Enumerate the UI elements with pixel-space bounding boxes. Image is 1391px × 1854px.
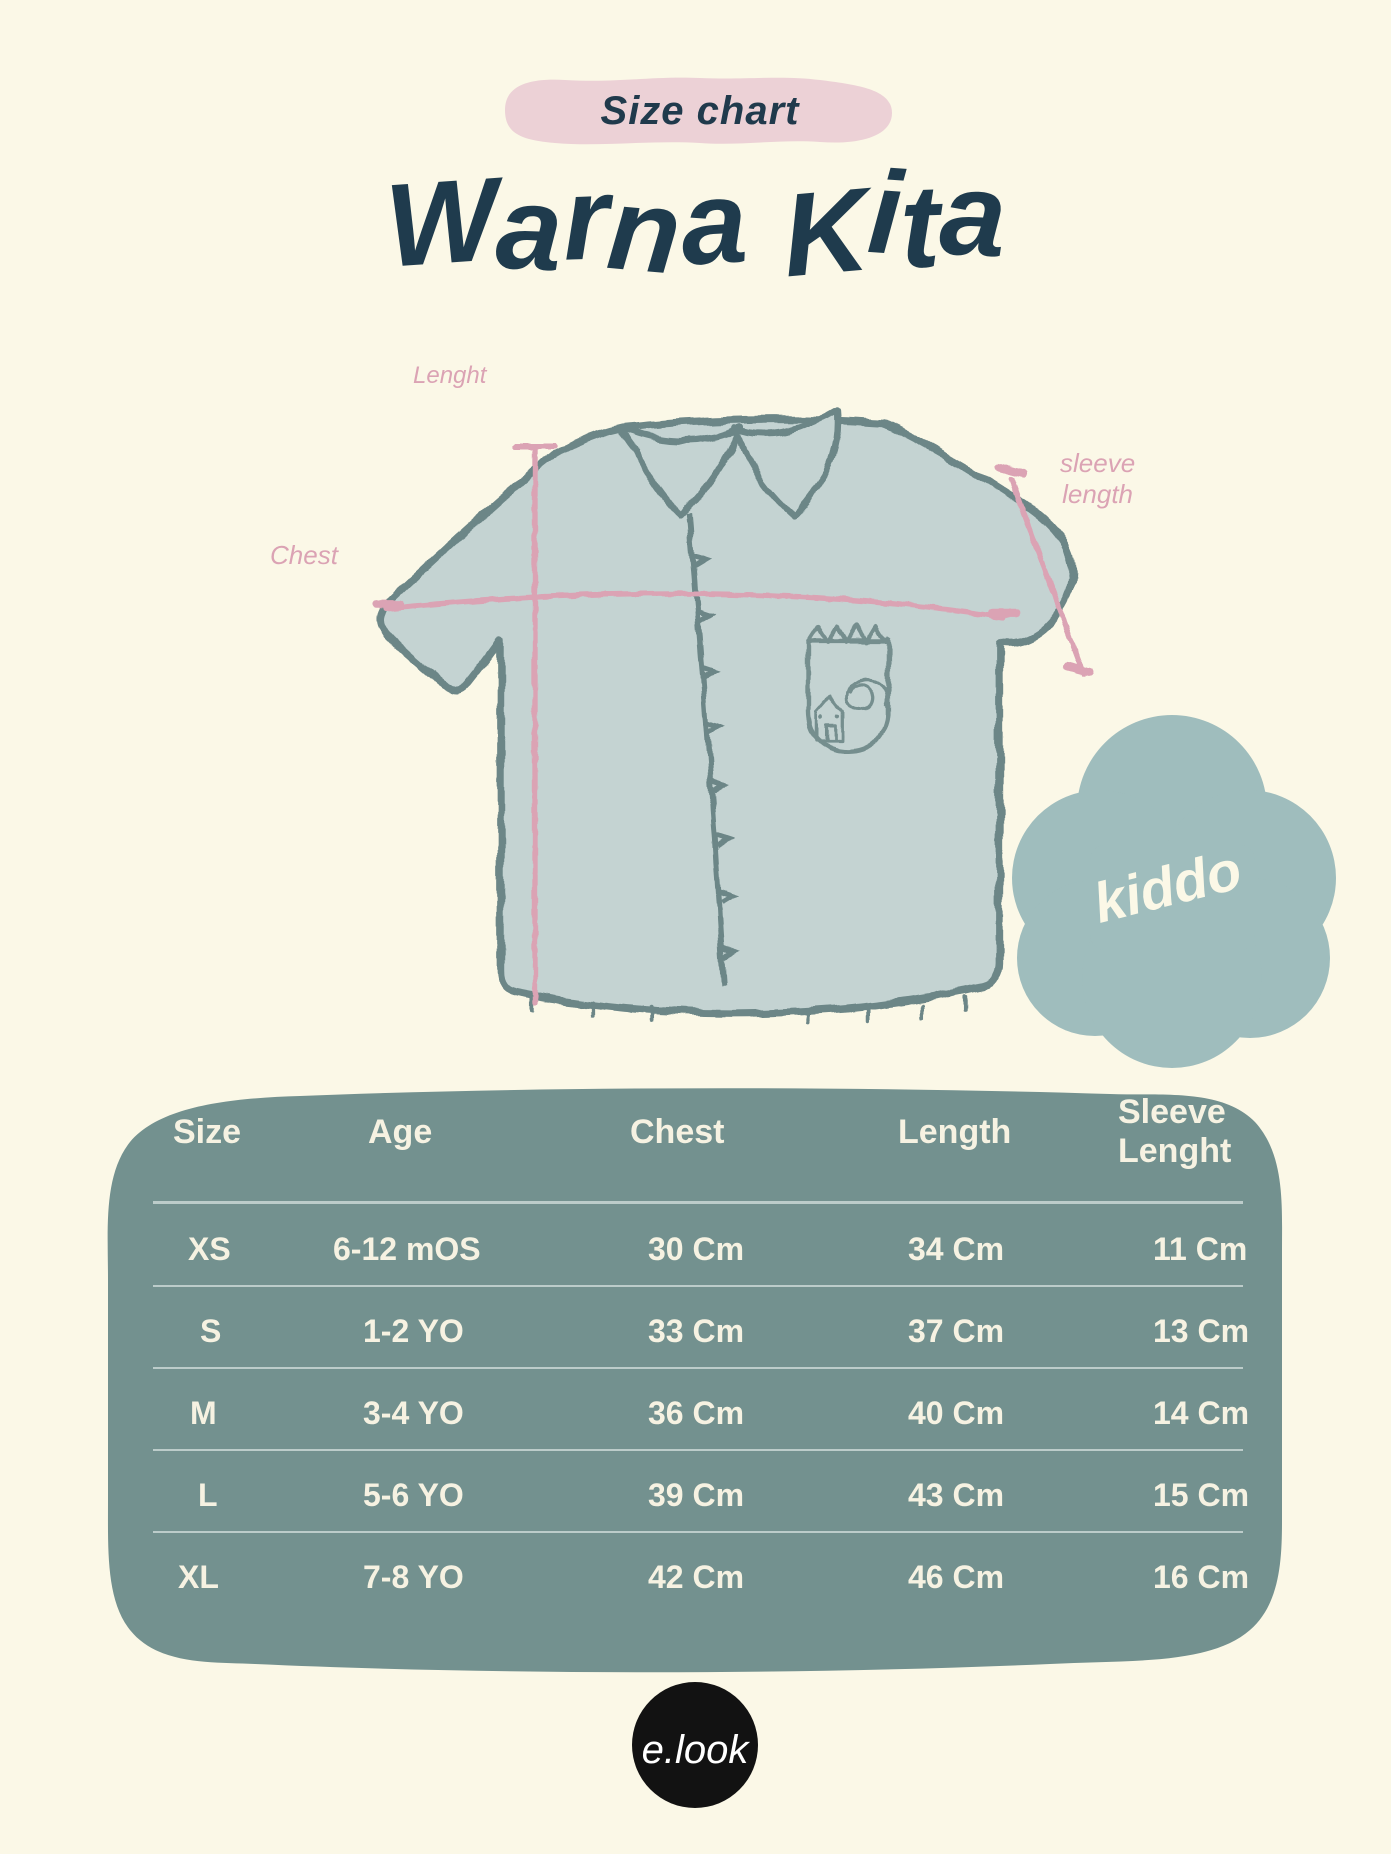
svg-text:e.look: e.look [642,1728,751,1772]
